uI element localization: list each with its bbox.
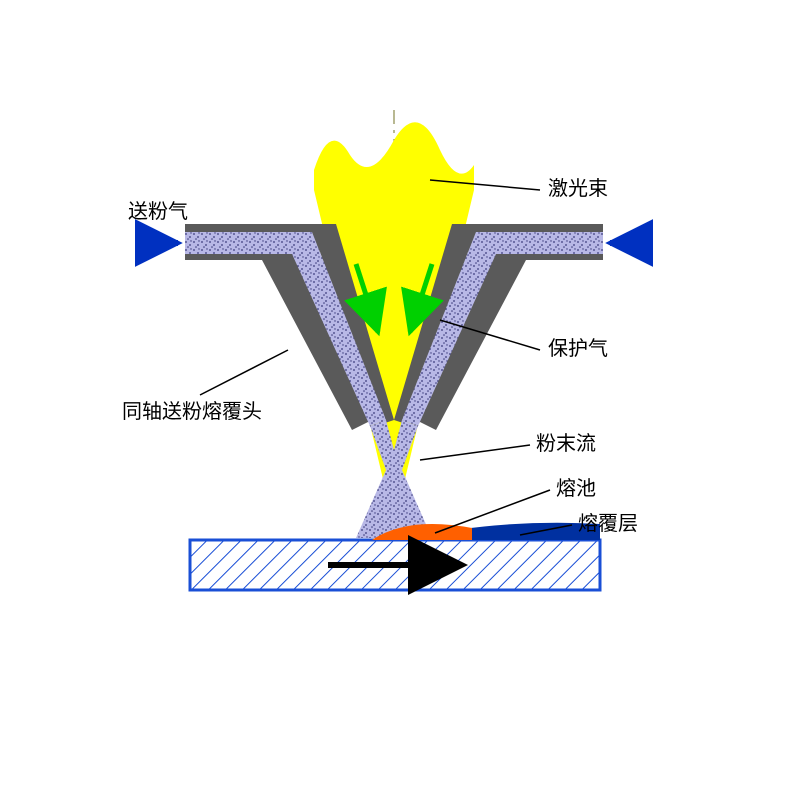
leader-head — [200, 350, 288, 395]
label-melt-pool: 熔池 — [556, 477, 596, 500]
laser-cladding-diagram: 送粉气 激光束 保护气 同轴送粉熔覆头 粉末流 熔池 熔覆层 — [0, 0, 800, 800]
label-cladding: 熔覆层 — [578, 512, 638, 535]
label-powder-stream: 粉末流 — [536, 432, 596, 455]
label-shielding: 保护气 — [548, 337, 608, 360]
leader-powder — [420, 445, 530, 460]
label-laser: 激光束 — [548, 177, 608, 200]
label-head: 同轴送粉熔覆头 — [122, 400, 262, 423]
label-powder-gas: 送粉气 — [128, 200, 188, 223]
